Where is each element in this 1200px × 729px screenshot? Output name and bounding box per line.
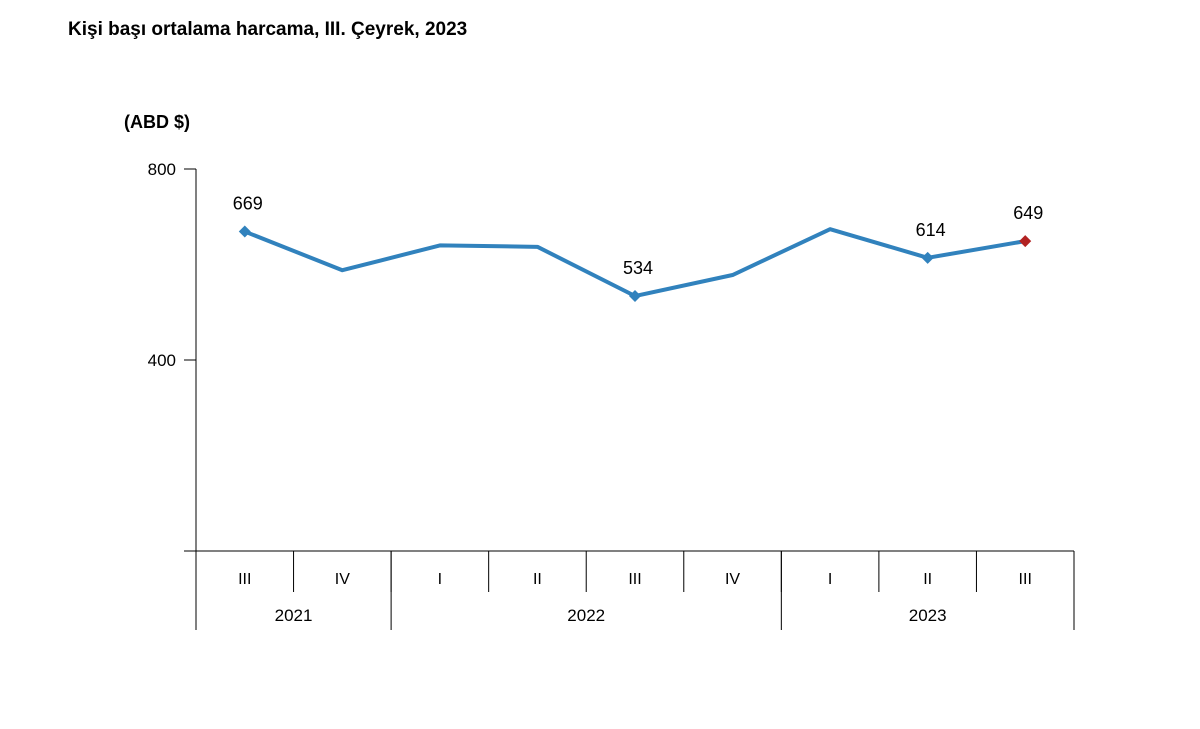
- x-tick-label: III: [628, 571, 641, 588]
- data-label: 614: [916, 220, 946, 240]
- x-group-label: 2023: [909, 606, 947, 625]
- axes: 400 800: [148, 160, 197, 552]
- x-group-label: 2022: [567, 606, 605, 625]
- x-tick-label: I: [828, 571, 832, 588]
- x-tick-label: III: [1019, 571, 1032, 588]
- y-tick-label: 800: [148, 160, 176, 179]
- x-tick-label: IV: [335, 571, 350, 588]
- x-tick-label: II: [533, 571, 542, 588]
- data-label: 534: [623, 258, 653, 278]
- data-point-marker: [238, 225, 251, 238]
- series: [238, 225, 1032, 303]
- data-label: 669: [233, 194, 263, 214]
- data-point-marker: [1019, 235, 1032, 248]
- chart-title: Kişi başı ortalama harcama, III. Çeyrek,…: [68, 19, 468, 40]
- x-tick-label: IV: [725, 571, 740, 588]
- y-axis-unit-label: (ABD $): [124, 112, 190, 132]
- data-labels: 669 534 614 649: [233, 194, 1043, 278]
- x-tick-label: II: [923, 571, 932, 588]
- x-tick-label: III: [238, 571, 251, 588]
- x-group-label: 2021: [275, 606, 313, 625]
- data-point-marker: [629, 290, 641, 303]
- data-label: 649: [1013, 203, 1043, 223]
- x-tick-label: I: [438, 571, 442, 588]
- y-tick-label: 400: [148, 351, 176, 370]
- data-point-marker: [921, 251, 934, 264]
